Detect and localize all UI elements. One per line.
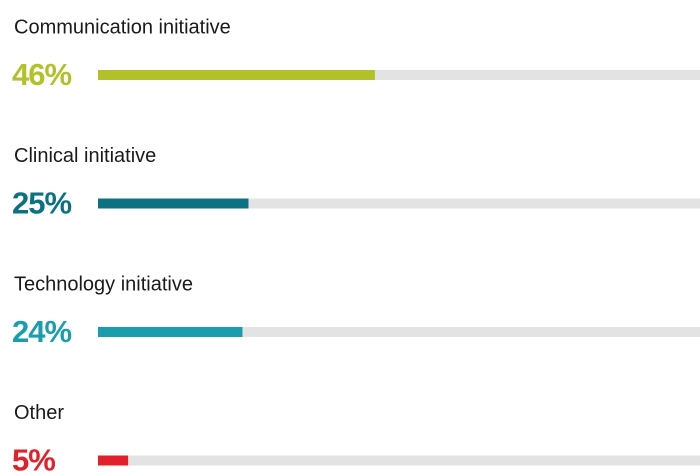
bar-track: [98, 455, 700, 466]
value-label: 25%: [12, 186, 71, 221]
bar-track: [98, 327, 700, 337]
value-label: 24%: [12, 314, 71, 349]
bar-track: [98, 70, 700, 80]
bar: [98, 70, 375, 80]
bar: [98, 455, 129, 466]
bar: [98, 198, 249, 209]
bar-track: [98, 198, 700, 209]
bar: [98, 327, 243, 337]
value-label: 5%: [12, 443, 55, 472]
value-label: 46%: [12, 57, 71, 92]
category-label: Communication initiative: [14, 16, 231, 38]
category-label: Technology initiative: [14, 273, 193, 295]
category-label: Other: [14, 402, 64, 424]
category-label: Clinical initiative: [14, 145, 156, 167]
